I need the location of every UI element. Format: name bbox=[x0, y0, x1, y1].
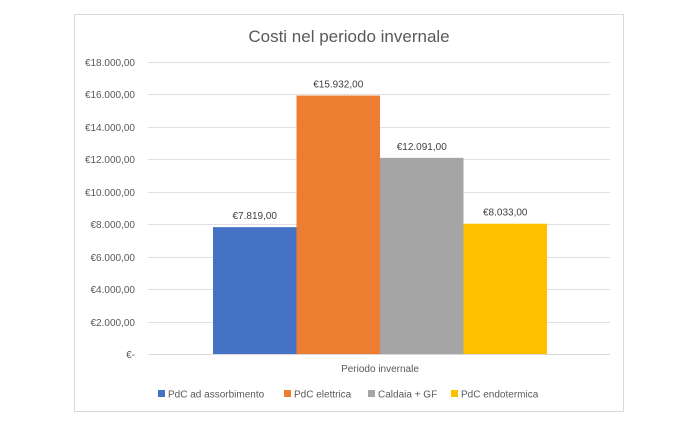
y-axis-ticks: €- €2.000,00 €4.000,00 €6.000,00 €8.000,00 €1… bbox=[85, 58, 135, 361]
y-tick-label: €- bbox=[126, 350, 135, 361]
legend-label: PdC ad assorbimento bbox=[168, 390, 265, 401]
data-label: €7.819,00 bbox=[233, 211, 278, 222]
y-tick-label: €12.000,00 bbox=[85, 155, 135, 166]
legend: PdC ad assorbimento PdC elettrica Caldaia … bbox=[158, 390, 539, 401]
bar-pdc-ad-assorbimento bbox=[213, 227, 297, 354]
y-tick-label: €14.000,00 bbox=[85, 123, 135, 134]
legend-label: PdC endotermica bbox=[461, 390, 539, 401]
bar-pdc-endotermica bbox=[463, 223, 547, 354]
y-tick-label: €8.000,00 bbox=[91, 220, 136, 231]
y-tick-label: €2.000,00 bbox=[91, 318, 136, 329]
y-tick-label: €16.000,00 bbox=[85, 90, 135, 101]
legend-swatch bbox=[368, 390, 375, 397]
data-labels: €7.819,00 €15.932,00 €12.091,00 €8.033,00 bbox=[233, 80, 528, 223]
y-tick-label: €4.000,00 bbox=[91, 285, 136, 296]
data-label: €15.932,00 bbox=[313, 80, 363, 91]
x-category-label: Periodo invernale bbox=[341, 364, 419, 375]
legend-swatch bbox=[158, 390, 165, 397]
y-tick-label: €6.000,00 bbox=[91, 253, 136, 264]
data-label: €12.091,00 bbox=[397, 142, 447, 153]
bar-caldaia-gf bbox=[380, 157, 464, 354]
data-label: €8.033,00 bbox=[483, 208, 528, 219]
legend-swatch bbox=[451, 390, 458, 397]
chart-title: Costi nel periodo invernale bbox=[248, 27, 449, 46]
legend-label: Caldaia + GF bbox=[378, 390, 437, 401]
y-tick-label: €10.000,00 bbox=[85, 188, 135, 199]
bars bbox=[213, 95, 547, 355]
bar-pdc-elettrica bbox=[296, 95, 380, 355]
y-tick-label: €18.000,00 bbox=[85, 58, 135, 69]
legend-label: PdC elettrica bbox=[294, 390, 352, 401]
legend-swatch bbox=[284, 390, 291, 397]
